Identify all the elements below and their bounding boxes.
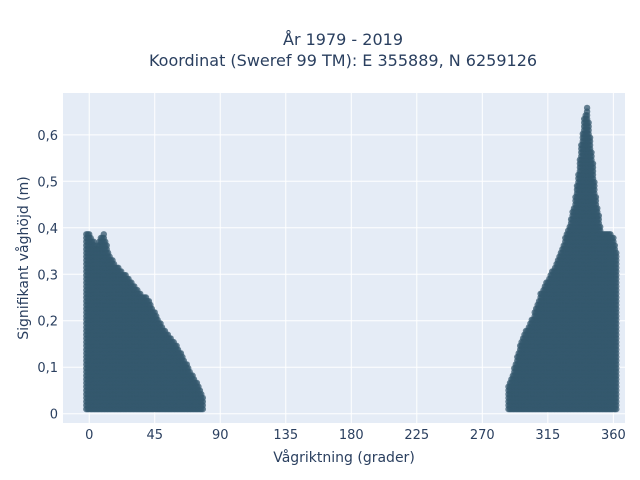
data-point xyxy=(585,119,592,126)
data-point xyxy=(589,160,597,167)
data-point xyxy=(588,149,595,156)
data-point xyxy=(594,205,601,212)
data-point xyxy=(199,394,206,402)
data-point xyxy=(586,134,594,141)
data-point xyxy=(103,242,110,249)
chart-title-line1: År 1979 - 2019 xyxy=(283,30,403,49)
chart-title-line2: Koordinat (Sweref 99 TM): E 355889, N 62… xyxy=(149,51,537,70)
data-points xyxy=(83,104,620,413)
data-point xyxy=(583,104,591,112)
data-point xyxy=(592,193,600,201)
data-point xyxy=(100,231,108,238)
data-point xyxy=(595,212,602,219)
data-point xyxy=(591,179,598,186)
